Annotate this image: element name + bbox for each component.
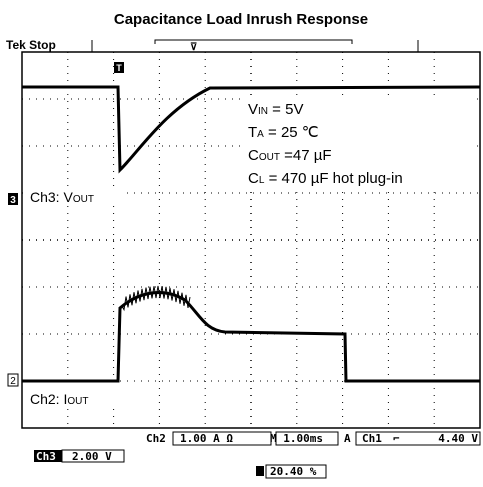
ch2-label: Ch2: IOUT	[30, 391, 88, 407]
ch2-marker-box	[7, 373, 19, 387]
ch2-scale: 1.00 A Ω	[180, 432, 233, 445]
box	[275, 431, 339, 446]
label-bg	[26, 186, 126, 206]
annotation-sub: L	[259, 175, 265, 186]
ch3-scale: 2.00 V	[72, 450, 112, 463]
annotation-main: T	[248, 124, 257, 141]
trigger-icon	[256, 466, 264, 476]
annotation-main: C	[248, 170, 259, 187]
ch3-marker: 3	[10, 195, 16, 206]
box	[355, 431, 481, 446]
annotation-rest: = 470 µF hot plug-in	[264, 170, 402, 187]
annotation-sub: A	[257, 129, 264, 140]
annotation: VIN = 5V	[248, 101, 303, 118]
annotation-main: V	[248, 101, 258, 118]
ch3-box	[34, 450, 62, 462]
status: Tek Stop	[6, 38, 56, 52]
box	[61, 449, 125, 463]
box	[172, 431, 272, 446]
annotation-rest: = 5V	[268, 101, 303, 118]
annotation-rest: = 25 ℃	[264, 124, 319, 141]
ch3-label-name: Ch3: V	[30, 189, 73, 205]
timebase: M 1.00ms	[270, 432, 323, 445]
annotation: CL = 470 µF hot plug-in	[248, 170, 403, 187]
annotation-sub: IN	[258, 106, 268, 117]
record-bar	[154, 39, 353, 44]
trigger-marker-box	[114, 62, 124, 73]
annotation-sub: OUT	[259, 152, 280, 163]
ch2-label-name: Ch2: I	[30, 391, 67, 407]
trigger-source: Ch1	[362, 432, 382, 445]
ch2-name: Ch2	[146, 432, 166, 445]
vout-trace	[22, 85, 481, 174]
title: Capacitance Load Inrush Response	[114, 11, 368, 28]
label-bg	[26, 388, 126, 408]
ch2-label-sub: OUT	[67, 396, 88, 407]
ch3-name: Ch3	[36, 450, 56, 463]
trigger-position: 20.40 %	[270, 465, 317, 478]
trigger-level: 4.40 V	[438, 432, 478, 445]
annotation-main: C	[248, 147, 259, 164]
iout-noise	[121, 285, 191, 312]
annotation-rest: =47 µF	[280, 147, 332, 164]
ch3-label-sub: OUT	[73, 194, 94, 205]
bar-marker: ⊽	[190, 42, 197, 53]
ch3-label: Ch3: VOUT	[30, 189, 94, 205]
ch3-marker-box	[8, 193, 18, 205]
annotation-bg	[246, 97, 476, 189]
annotation: TA = 25 ℃	[248, 124, 319, 141]
trigger-mode: A	[344, 432, 351, 445]
screen-border	[21, 51, 481, 429]
box	[265, 464, 327, 479]
ch2-marker: 2	[10, 376, 16, 387]
trigger-marker: T	[116, 63, 122, 73]
slope: ⌐	[393, 432, 400, 445]
annotation: COUT =47 µF	[248, 147, 332, 164]
